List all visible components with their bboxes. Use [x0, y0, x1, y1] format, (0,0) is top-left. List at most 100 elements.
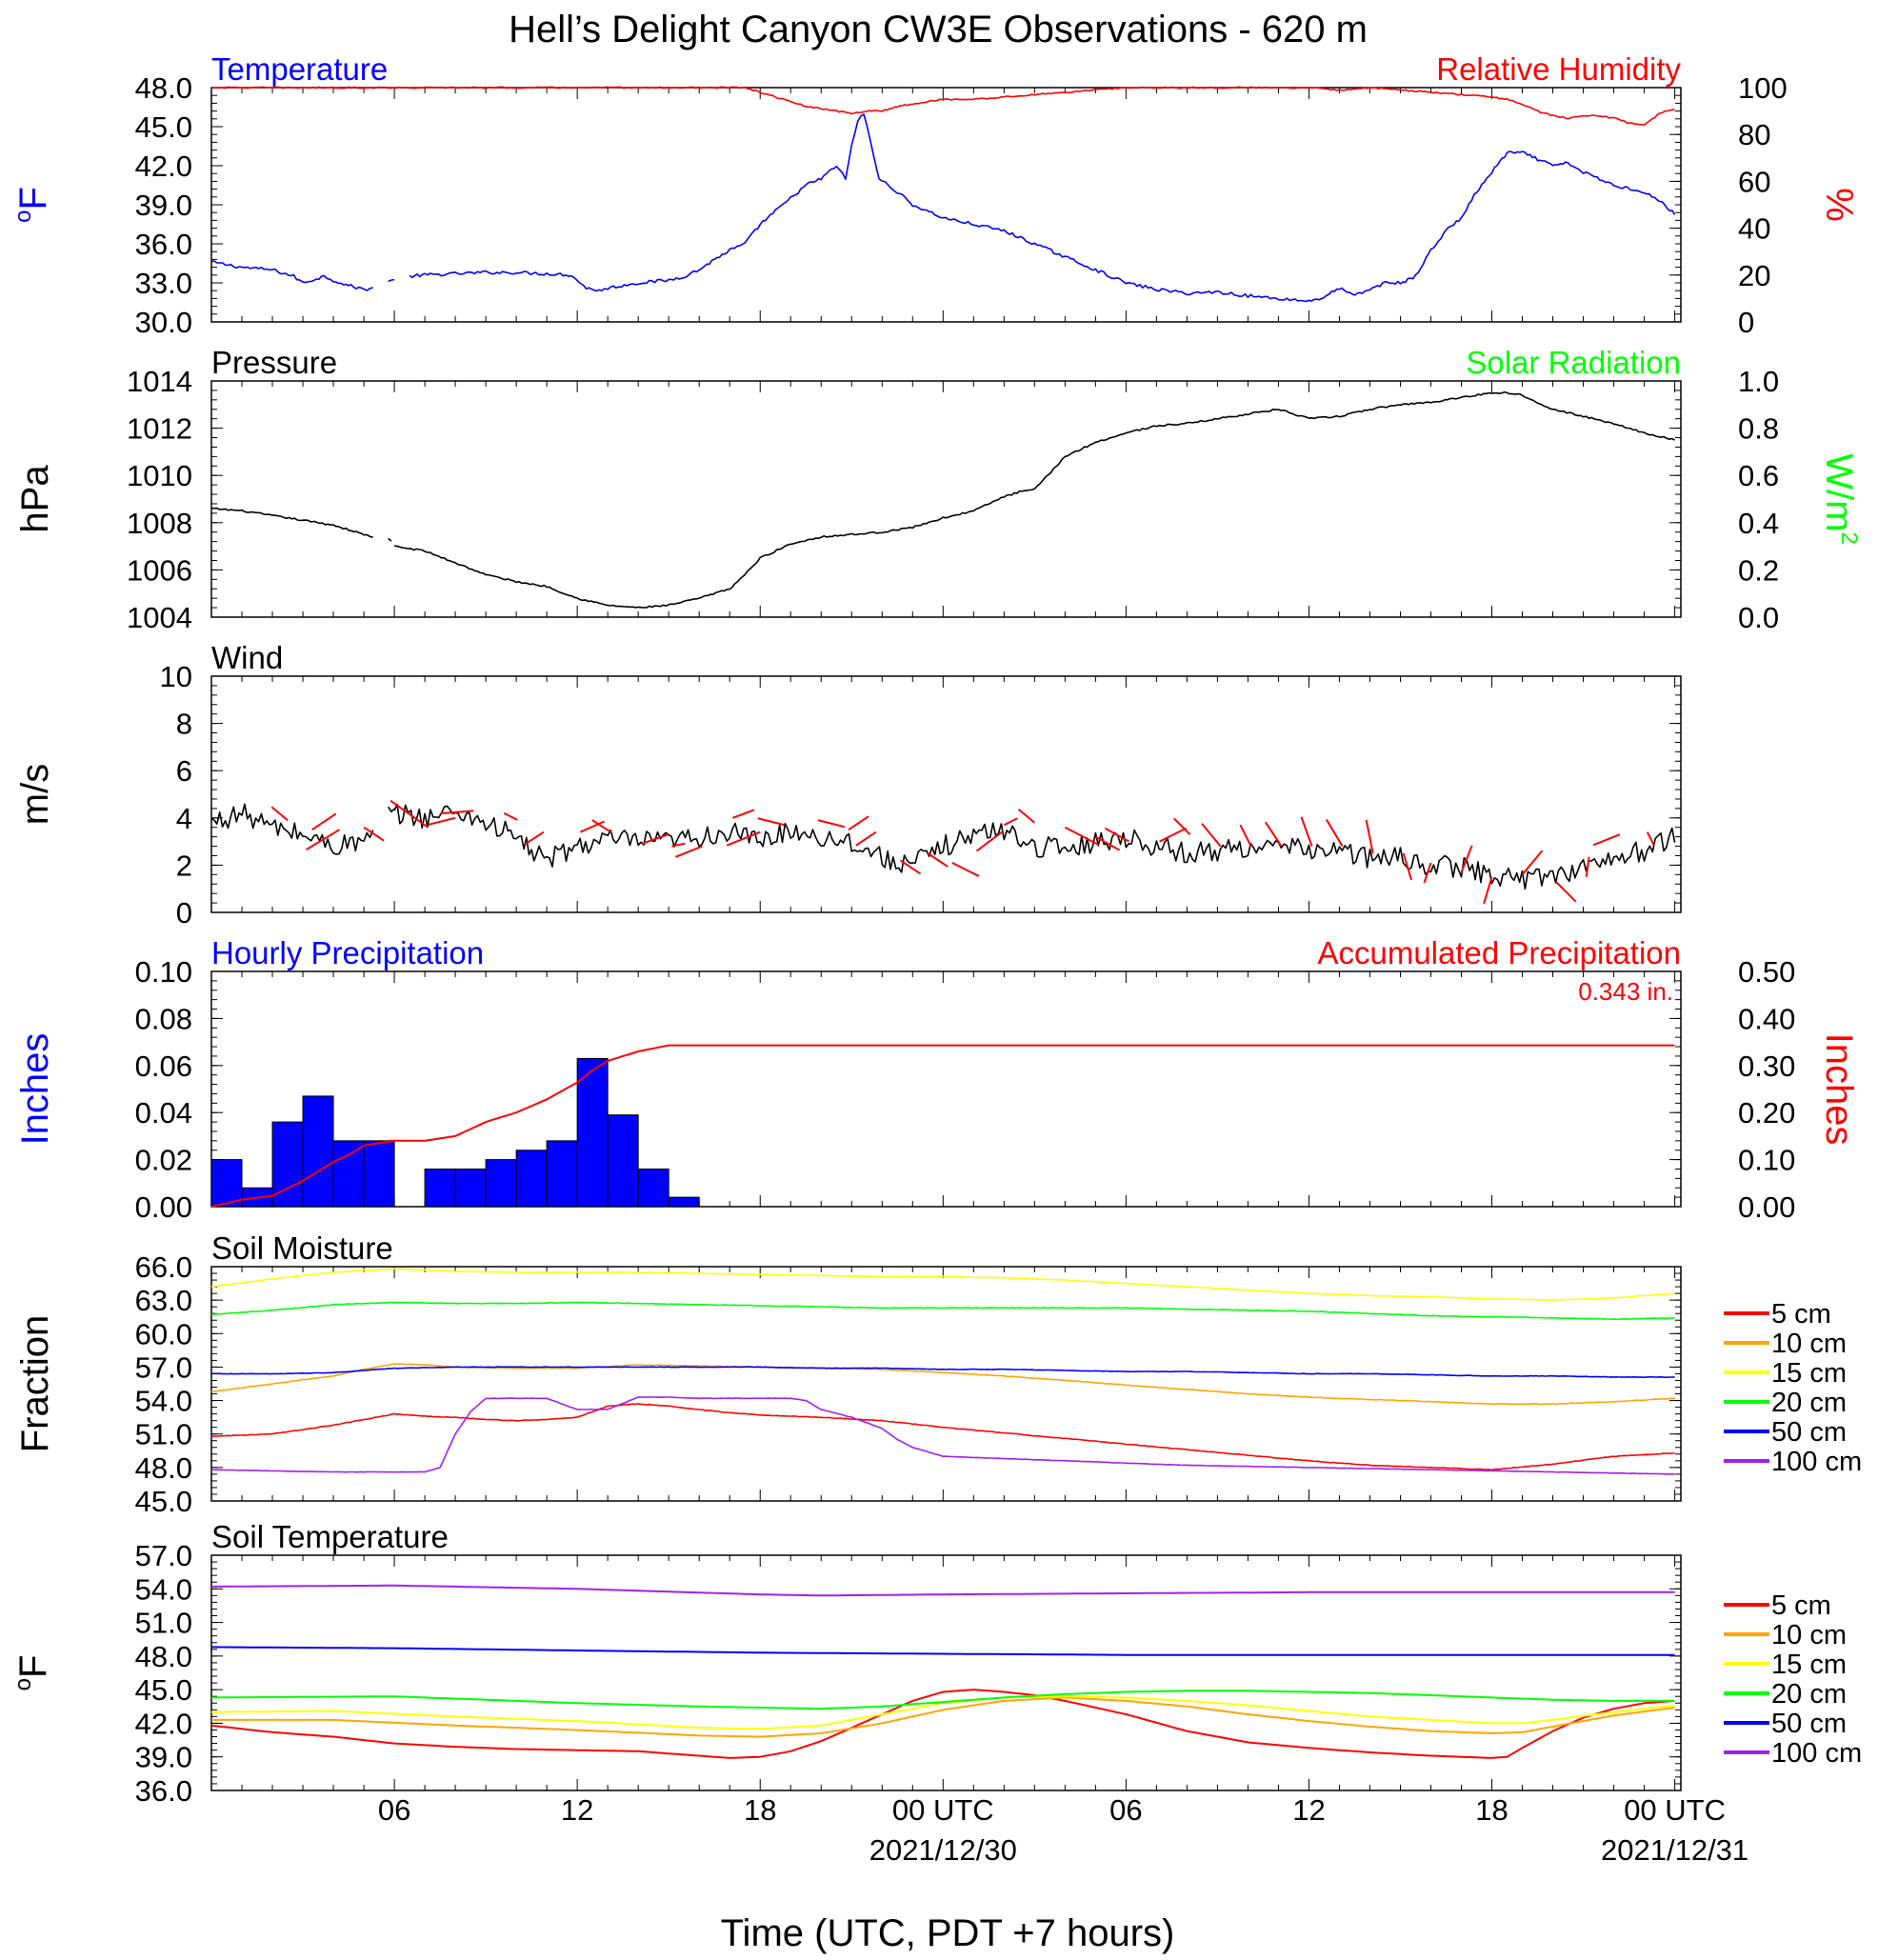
x-tick-label: 12 [561, 1793, 593, 1827]
wind-barb [305, 829, 340, 851]
x-tick-date-label: 2021/12/30 [869, 1833, 1017, 1867]
y-tick-label: 0 [176, 896, 192, 930]
panel-title-left: Hourly Precipitation [211, 935, 484, 970]
panel-title-right: Accumulated Precipitation [1317, 935, 1681, 970]
legend-label: 15 cm [1771, 1650, 1847, 1680]
precip-bar [454, 1168, 487, 1208]
y-tick-label: 6 [176, 754, 192, 788]
y-tick-label-right: 0.30 [1738, 1050, 1795, 1083]
y-tick-label-right: 0.20 [1738, 1096, 1795, 1130]
plot-frame [210, 970, 1682, 1208]
precip-bar [515, 1150, 548, 1208]
panel-precipitation: 0.00 0.02 0.04 0.06 0.08 0.10 0.00 0.10 0.20 0.30… [14, 935, 1860, 1224]
panel-wind: 0 2 4 6 8 10 Wind m/s [14, 640, 1682, 930]
panel-title-right: Relative Humidity [1436, 51, 1681, 87]
panel-title-left: Pressure [211, 345, 337, 380]
x-tick-label: 00 UTC [1624, 1793, 1726, 1827]
wind-barb [270, 806, 289, 822]
series-line-relative-humidity [210, 86, 1675, 126]
y-tick-label: 36.0 [135, 228, 192, 261]
wind-barb [1521, 850, 1544, 875]
y-tick-label: 54.0 [135, 1385, 192, 1418]
precip-bar [637, 1168, 669, 1208]
precip-bar [546, 1140, 578, 1208]
wind-barb [848, 815, 869, 831]
wind-barb [1159, 827, 1188, 843]
y-tick-label-right: 0.8 [1738, 412, 1779, 446]
y-axis-title-right: W/m2 [1818, 453, 1862, 545]
legend-label: 100 cm [1771, 1738, 1862, 1769]
y-tick-label: 1014 [127, 365, 192, 398]
y-tick-label: 8 [176, 708, 192, 741]
wind-barb [1460, 845, 1473, 873]
y-tick-label: 45.0 [135, 1673, 192, 1707]
panel-title-left: Soil Moisture [211, 1230, 393, 1266]
y-axis-title-left: m/s [14, 764, 56, 825]
y-tick-label: 45.0 [135, 110, 192, 144]
series-line-100-cm [211, 1584, 1675, 1597]
y-tick-label: 36.0 [135, 1774, 192, 1808]
x-axis-label: Time (UTC, PDT +7 hours) [721, 1912, 1175, 1954]
y-tick-label: 51.0 [135, 1418, 192, 1451]
y-tick-label: 1008 [127, 507, 192, 540]
wind-barb [732, 809, 755, 819]
y-tick-label: 0.06 [135, 1050, 192, 1083]
wind-barb [1483, 876, 1493, 905]
series-line-wind-speed [393, 803, 1676, 890]
panel-pressure_solar: 1004 1006 1008 1010 1012 1014 0.0 0.2 0.4 0.6 0.8 1… [14, 345, 1862, 634]
precip-bar [668, 1196, 700, 1208]
series-line-accumulated-precipitation [394, 1044, 1675, 1142]
series-line-20-cm [210, 1690, 1675, 1710]
y-tick-label: 42.0 [135, 150, 192, 183]
y-tick-label: 48.0 [135, 1640, 192, 1673]
wind-barb [1017, 808, 1035, 824]
y-tick-label: 2 [176, 849, 192, 882]
y-tick-label: 63.0 [135, 1284, 192, 1317]
wind-barb [1265, 821, 1283, 848]
legend-label: 15 cm [1771, 1358, 1847, 1389]
wind-barb [311, 812, 337, 831]
y-tick-label: 57.0 [135, 1539, 192, 1572]
wind-barb [524, 830, 545, 846]
y-tick-label-right: 0.50 [1738, 955, 1795, 989]
x-tick-label: 18 [744, 1793, 776, 1827]
x-tick-label: 00 UTC [892, 1793, 994, 1827]
series-line-5-cm [210, 1403, 1675, 1471]
wind-barb [975, 830, 1005, 852]
wind-barb [1300, 816, 1313, 847]
series-line-accumulated-precipitation [210, 1139, 395, 1208]
y-tick-label: 0.04 [135, 1096, 192, 1130]
panel-soil_temperature: 36.039.042.045.048.051.054.057.0 Soil Tem… [10, 1519, 1862, 1867]
y-axis-title-left: oF [10, 1655, 54, 1691]
y-tick-label: 1012 [127, 412, 192, 446]
precip-bar [485, 1159, 517, 1208]
plot-frame [210, 675, 1682, 913]
y-tick-label-right: 60 [1738, 165, 1770, 198]
y-tick-label: 0.08 [135, 1002, 192, 1035]
y-tick-label-right: 0.6 [1738, 459, 1779, 492]
wind-barb [1365, 819, 1374, 854]
plot-frame [210, 1266, 1682, 1502]
y-tick-label: 48.0 [135, 71, 192, 105]
precip-bar [424, 1168, 456, 1208]
legend-label: 5 cm [1771, 1590, 1831, 1621]
wind-barb [899, 859, 922, 875]
y-tick-label: 33.0 [135, 267, 192, 300]
wind-barb [855, 830, 877, 847]
figure-title: Hell’s Delight Canyon CW3E Observations … [509, 9, 1368, 50]
y-tick-label: 45.0 [135, 1485, 192, 1518]
chart-panels: 30.033.036.039.042.045.048.0020406080100… [10, 51, 1862, 1867]
x-tick-label: 12 [1292, 1793, 1325, 1827]
series-line-wind-speed [210, 803, 374, 855]
series-line-20-cm [210, 1301, 1675, 1321]
precip-bar [607, 1114, 639, 1208]
y-tick-label-right: 80 [1738, 118, 1770, 151]
y-tick-label: 48.0 [135, 1451, 192, 1485]
wind-barb [1592, 833, 1621, 847]
wind-barb [1201, 823, 1222, 848]
y-tick-label: 10 [160, 660, 192, 693]
legend-label: 20 cm [1771, 1388, 1847, 1418]
series-line-temperature [210, 260, 373, 291]
y-tick-label-right: 1.0 [1738, 365, 1779, 398]
y-tick-label: 54.0 [135, 1572, 192, 1606]
